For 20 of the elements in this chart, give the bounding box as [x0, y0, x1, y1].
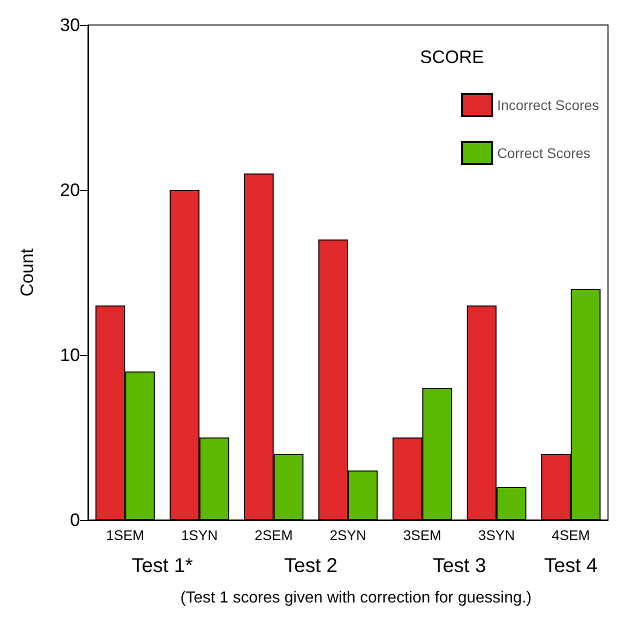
- y-tick-label: 20: [60, 180, 80, 200]
- legend-title: SCORE: [420, 47, 484, 67]
- x-tick-label: 2SYN: [330, 527, 366, 543]
- legend-label: Incorrect Scores: [497, 97, 600, 113]
- text: Test 1*: [132, 555, 194, 577]
- y-tick-label: 10: [60, 345, 80, 365]
- x-tick-label: 4SEM: [552, 527, 590, 543]
- x-tick-label: 1SEM: [106, 527, 144, 543]
- x-tick-label: 3SYN: [478, 527, 515, 543]
- y-tick-label: 0: [70, 510, 80, 530]
- text: (Test 1 scores given with correction for guessing.): [180, 590, 532, 606]
- text: Test 3: [432, 555, 486, 577]
- x-tick-label: 1SYN: [181, 527, 218, 543]
- y-axis-title: Count: [17, 248, 37, 297]
- text: Test 4: [544, 555, 598, 577]
- y-tick-label: 30: [60, 15, 80, 35]
- x-tick-label: 3SEM: [403, 527, 442, 543]
- legend-label: Correct Scores: [497, 145, 590, 161]
- x-tick-label: 2SEM: [254, 527, 293, 543]
- text: Test 2: [284, 555, 338, 577]
